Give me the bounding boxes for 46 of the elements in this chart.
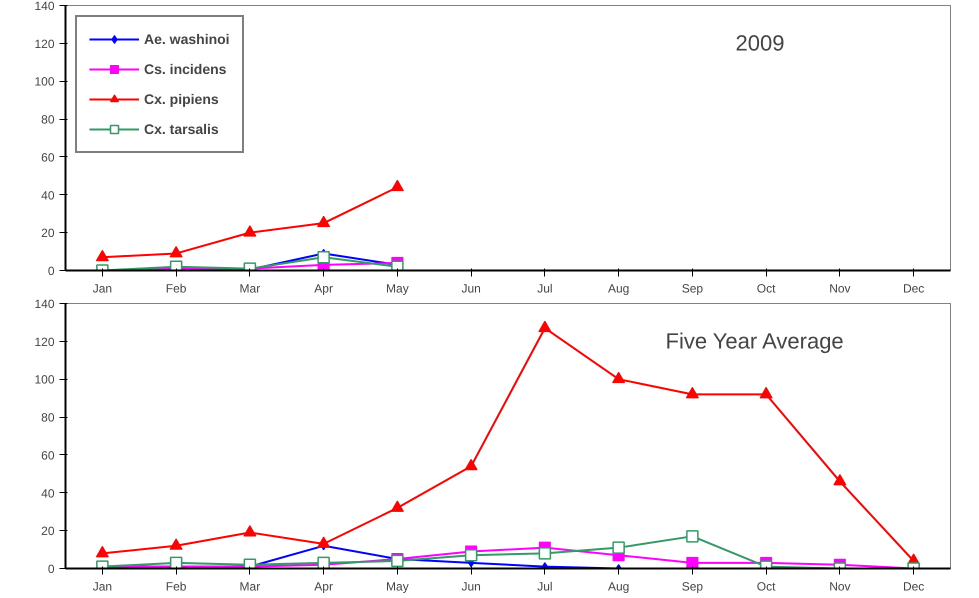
x-tick-label: Jul (537, 282, 553, 296)
y-tick-label: 100 (34, 372, 55, 387)
y-tick-label: 120 (34, 36, 55, 51)
x-tick-label: Feb (166, 282, 187, 296)
x-tick-label: Aug (608, 282, 630, 296)
y-tick-label: 0 (48, 264, 55, 278)
y-tick-label: 140 (34, 0, 55, 13)
x-tick-label: Jan (92, 580, 112, 594)
x-tick-label: Feb (166, 580, 187, 594)
x-tick-label: Dec (902, 282, 924, 296)
y-tick-label: 20 (41, 226, 55, 240)
annotation: 2009 (736, 30, 784, 56)
y-tick-label: 0 (48, 562, 55, 576)
x-tick-label: Nov (829, 580, 851, 594)
x-tick-label: Aug (608, 580, 630, 594)
y-tick-label: 80 (41, 112, 55, 127)
x-tick-label: Apr (314, 282, 333, 296)
x-tick-label: Oct (756, 580, 776, 594)
legend-label: Cs. incidens (144, 61, 226, 77)
y-tick-label: 140 (34, 297, 55, 311)
y-tick-label: 80 (41, 410, 55, 425)
x-tick-label: Sep (682, 282, 704, 296)
y-tick-label: 60 (41, 150, 55, 164)
x-tick-label: Apr (314, 580, 333, 594)
y-tick-label: 60 (41, 448, 55, 462)
x-tick-label: Mar (240, 580, 260, 594)
y-tick-label: 20 (41, 524, 55, 538)
x-tick-label: Mar (240, 282, 260, 296)
y-tick-label: 100 (34, 74, 55, 89)
x-tick-label: Jul (537, 580, 553, 594)
y-tick-label: 120 (34, 334, 55, 349)
legend-label: Cx. pipiens (144, 91, 219, 107)
annotation: Five Year Average (666, 328, 844, 354)
x-tick-label: Oct (756, 282, 776, 296)
y-tick-label: 40 (41, 486, 55, 500)
x-tick-label: May (386, 282, 409, 296)
x-tick-label: Sep (682, 580, 704, 594)
x-tick-label: Jan (92, 282, 112, 296)
y-tick-label: 40 (41, 188, 55, 202)
x-tick-label: Nov (829, 282, 851, 296)
x-tick-label: May (386, 580, 409, 594)
x-tick-label: Jun (461, 580, 481, 594)
legend-label: Ae. washinoi (144, 31, 230, 47)
legend-label: Cx. tarsalis (144, 121, 219, 137)
x-tick-label: Dec (902, 580, 924, 594)
x-tick-label: Jun (461, 282, 481, 296)
